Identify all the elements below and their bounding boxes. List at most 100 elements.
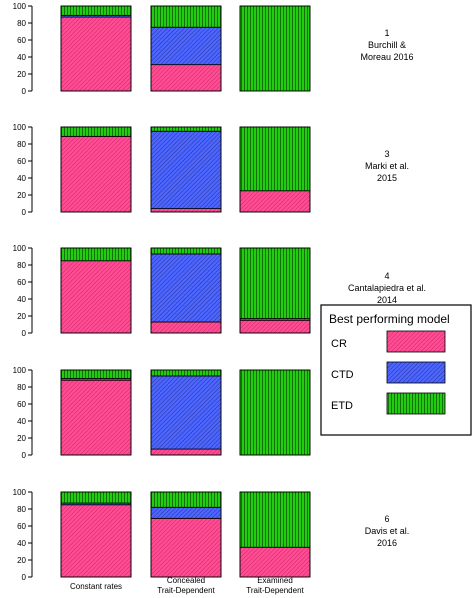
- panel-label-line: 2014: [377, 295, 397, 305]
- bar-segment-etd: [239, 491, 311, 548]
- panel-label-line: 2016: [377, 538, 397, 548]
- panel-label-line: 3: [384, 149, 389, 159]
- bar-segment-etd: [239, 5, 311, 92]
- panel-label-line: Moreau 2016: [360, 52, 413, 62]
- bar-1: [60, 126, 132, 213]
- bar-segment-ctd: [150, 375, 222, 450]
- bar-2: [150, 369, 222, 456]
- bar-outline: [239, 491, 311, 578]
- bar-segment-cr: [60, 16, 132, 92]
- bar-outline: [60, 369, 132, 456]
- y-tick-label: 60: [17, 522, 26, 531]
- y-tick-label: 0: [22, 208, 27, 217]
- bar-1: [60, 5, 132, 92]
- y-tick-label: 40: [17, 539, 26, 548]
- bar-1: [60, 369, 132, 456]
- bar-segment-cr: [60, 260, 132, 334]
- bar-segment-cr: [60, 504, 132, 578]
- bar-outline: [60, 491, 132, 578]
- bar-segment-cr: [60, 379, 132, 456]
- panel-label-line: Cantalapiedra et al.: [348, 283, 426, 293]
- panel-label-line: 6: [384, 514, 389, 524]
- y-tick-label: 20: [17, 434, 26, 443]
- y-tick-label: 20: [17, 556, 26, 565]
- bar-outline: [239, 126, 311, 213]
- bar-segment-ctd: [150, 26, 222, 66]
- y-tick-label: 100: [13, 488, 27, 497]
- x-category-label: Examined: [257, 576, 293, 585]
- bar-outline: [239, 247, 311, 334]
- bar-1: [60, 491, 132, 578]
- y-tick-label: 60: [17, 278, 26, 287]
- y-tick-label: 40: [17, 53, 26, 62]
- y-tick-label: 20: [17, 70, 26, 79]
- y-tick-label: 0: [22, 451, 27, 460]
- y-tick-label: 80: [17, 19, 26, 28]
- bar-segment-cr: [150, 517, 222, 578]
- bar-segment-etd: [60, 247, 132, 262]
- bar-segment-cr: [150, 321, 222, 334]
- legend-entry-label: ETD: [331, 400, 353, 412]
- bar-3: [239, 491, 311, 578]
- y-tick-label: 0: [22, 573, 27, 582]
- bar-segment-etd: [239, 369, 311, 456]
- y-tick-label: 20: [17, 312, 26, 321]
- legend-swatch-ctd: [386, 361, 446, 384]
- x-axis-labels: Constant ratesConcealedTrait-DependentEx…: [70, 576, 305, 595]
- y-tick-label: 40: [17, 417, 26, 426]
- bar-segment-etd: [60, 5, 132, 16]
- y-tick-label: 0: [22, 87, 27, 96]
- y-tick-label: 100: [13, 123, 27, 132]
- bar-segment-etd: [60, 369, 132, 379]
- bar-segment-cr: [239, 190, 311, 213]
- bar-2: [150, 126, 222, 213]
- legend-entry-label: CR: [331, 338, 347, 350]
- bar-2: [150, 491, 222, 578]
- bar-segment-etd: [60, 126, 132, 137]
- panel-label-line: Burchill &: [368, 40, 406, 50]
- bar-outline: [150, 247, 222, 334]
- x-category-label: Concealed: [167, 576, 205, 585]
- legend-swatch-etd: [386, 392, 446, 415]
- panel-label-line: Davis et al.: [365, 526, 410, 536]
- y-tick-label: 80: [17, 140, 26, 149]
- y-tick-label: 80: [17, 383, 26, 392]
- panel-1: 0 20 40 60 80 100 1 Burchill & Moreau 2016: [13, 2, 414, 96]
- y-tick-label: 80: [17, 261, 26, 270]
- bar-outline: [150, 369, 222, 456]
- bar-outline: [60, 247, 132, 334]
- panel-label-line: 1: [384, 28, 389, 38]
- y-tick-label: 40: [17, 295, 26, 304]
- bar-outline: [239, 5, 311, 92]
- bar-segment-etd: [150, 5, 222, 28]
- panel-label-line: 4: [384, 271, 389, 281]
- x-category-label: Trait-Dependent: [157, 586, 215, 595]
- panel-label-line: Marki et al.: [365, 161, 409, 171]
- bar-segment-etd: [60, 491, 132, 504]
- bar-segment-cr: [150, 448, 222, 456]
- bar-2: [150, 247, 222, 334]
- y-tick-label: 0: [22, 329, 27, 338]
- y-tick-label: 60: [17, 157, 26, 166]
- bar-segment-etd: [150, 369, 222, 377]
- legend-swatch-cr: [386, 330, 446, 353]
- bar-segment-etd: [150, 247, 222, 255]
- bar-segment-ctd: [150, 253, 222, 323]
- bar-3: [239, 5, 311, 92]
- bar-segment-etd: [150, 126, 222, 132]
- y-tick-label: 100: [13, 2, 27, 11]
- x-category-label: Constant rates: [70, 582, 122, 591]
- bar-1: [60, 247, 132, 334]
- y-tick-label: 60: [17, 36, 26, 45]
- bar-segment-cr: [239, 546, 311, 578]
- panel-3: 0 20 40 60 80 100 4 Cantalapiedra et al. 2014: [13, 244, 426, 338]
- x-category-label: Trait-Dependent: [246, 586, 304, 595]
- panel-label-line: 2015: [377, 173, 397, 183]
- bar-segment-ctd: [150, 130, 222, 209]
- bar-segment-cr: [239, 319, 311, 334]
- y-tick-label: 100: [13, 366, 27, 375]
- y-tick-label: 60: [17, 400, 26, 409]
- bar-2: [150, 5, 222, 92]
